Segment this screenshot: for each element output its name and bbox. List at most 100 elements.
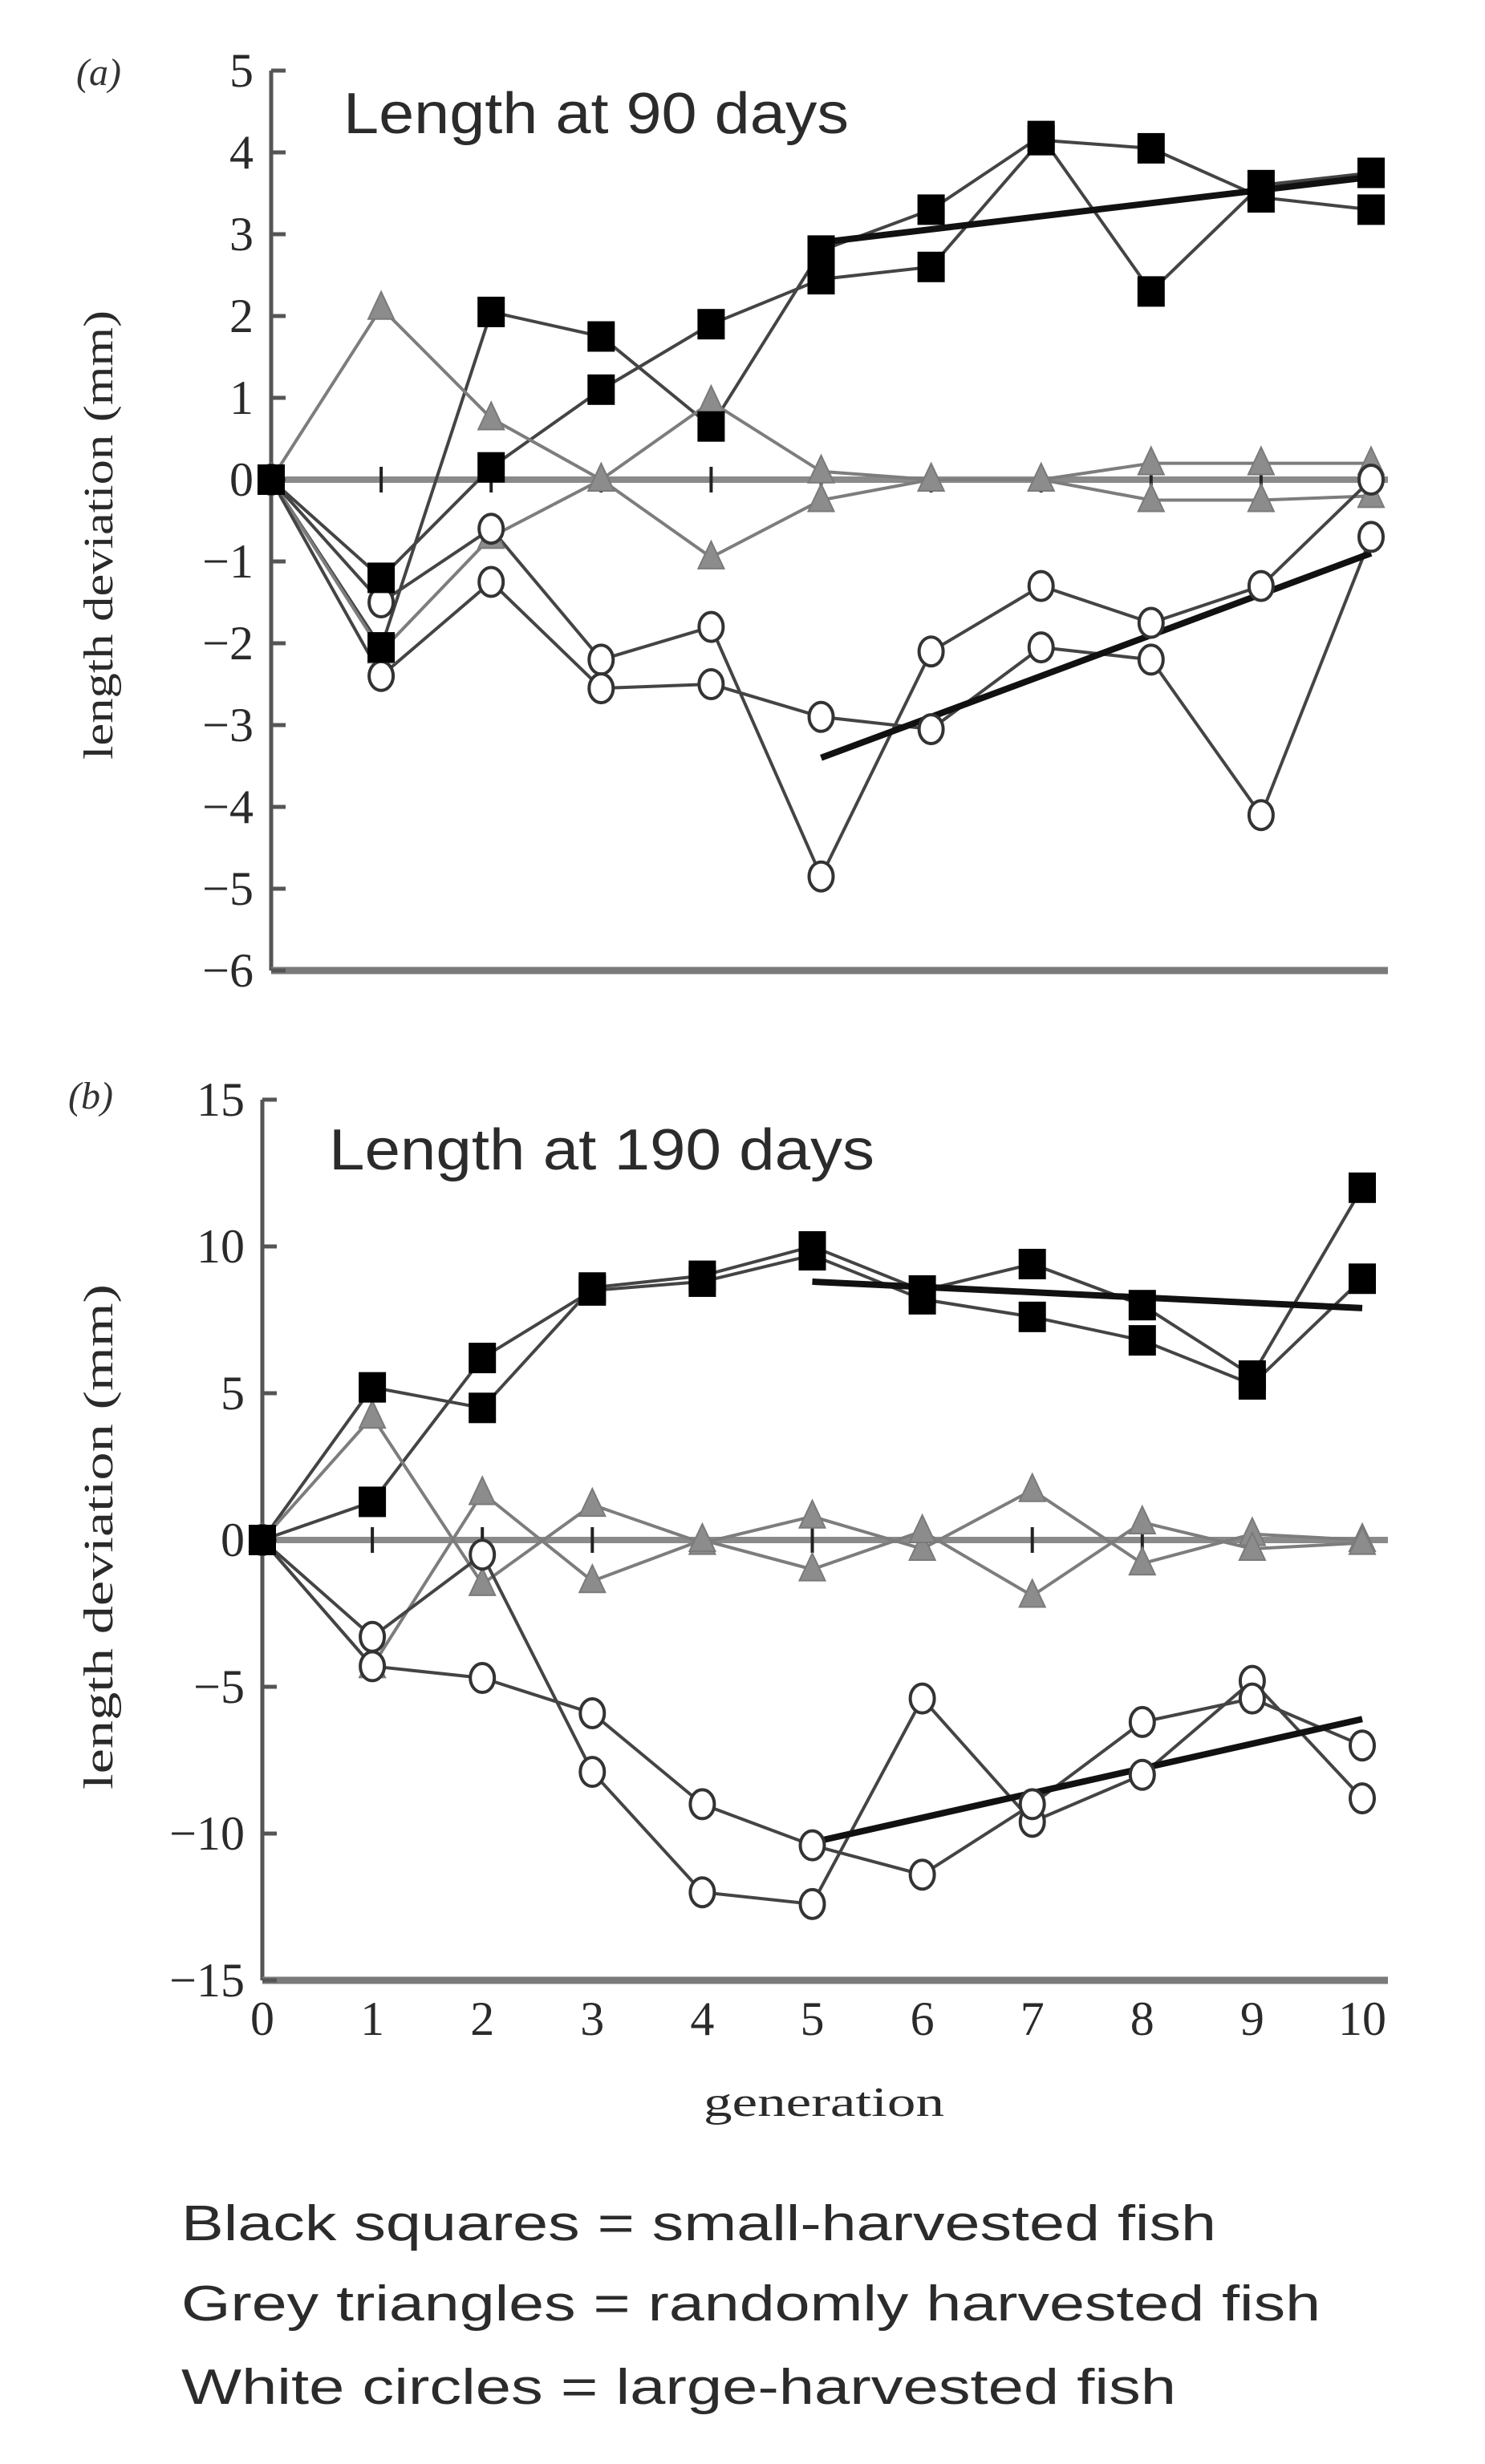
legend: Black squares = small-harvested fish Gre… (181, 2196, 1321, 2415)
panel-b-triangle-marker (797, 1551, 827, 1582)
panel-b-triangle-marker (1128, 1504, 1157, 1535)
panel-b-square-marker (1349, 1172, 1376, 1203)
panel-b-x-tick-label: 0 (250, 1992, 274, 2045)
panel-a-square-marker (367, 632, 396, 663)
panel-a-square-marker (1027, 124, 1055, 156)
legend-triangles: Grey triangles = randomly harvested fish (181, 2276, 1321, 2332)
panel-a-y-tick-label: −3 (202, 699, 254, 752)
panel-a-trend-line (820, 550, 1373, 761)
panel-a-circle-marker (477, 565, 505, 598)
panel-a-square-marker (367, 562, 396, 594)
panel-a-series-line (270, 478, 1373, 881)
panel-a-circle-marker (367, 659, 396, 692)
panel-a-triangle-marker (367, 290, 396, 320)
panel-b-title: Length at 190 days (329, 1118, 874, 1182)
panel-a-triangle-marker (1247, 482, 1276, 513)
panel-a-square-marker (258, 464, 285, 495)
panel-b-triangle-marker (797, 1498, 827, 1529)
panel-a-y-tick-label: −4 (202, 780, 254, 833)
panel-a-triangle-marker (1137, 445, 1166, 476)
panel-b-square-marker (469, 1392, 497, 1424)
panel-b-series (248, 1172, 1377, 1920)
panel-b-triangle-marker (1238, 1530, 1267, 1561)
panel-a-circle-marker (587, 643, 615, 676)
panel-b-triangle-marker (1018, 1472, 1047, 1502)
panel-b-label: (b) (68, 1075, 113, 1117)
panel-a-circle-marker (1137, 643, 1165, 676)
panel-b-y-tick-label: 0 (221, 1514, 245, 1566)
panel-a-circle-marker (587, 672, 615, 705)
panel-b-square-marker (1238, 1369, 1266, 1400)
panel-a-series-line (270, 138, 1372, 581)
panel-b-circle-marker (1349, 1782, 1376, 1815)
panel-a-square-marker (1137, 132, 1165, 164)
panel-a-square-marker (917, 251, 945, 282)
panel-a-y-axis-title: length deviation (mm) (76, 310, 122, 760)
panel-a-title: Length at 90 days (343, 82, 849, 146)
panel-a-y-tick-label: 1 (229, 371, 254, 424)
panel-b-x-tick-label: 8 (1130, 1992, 1154, 2045)
panel-b-series-line (261, 1538, 1363, 1877)
panel-b-triangle-marker (358, 1398, 387, 1429)
panel-b-x-tick-label: 9 (1240, 1992, 1264, 2045)
panel-a-circle-marker (807, 860, 835, 893)
panel-a-square-marker (807, 235, 835, 266)
panel-a-circle-marker (1137, 606, 1165, 639)
panel-b-square-marker (1128, 1325, 1156, 1356)
panel-a-square-marker (477, 296, 505, 327)
panel-b-chart: (b) Length at 190 days length deviation … (68, 1073, 1388, 2126)
panel-a-circle-marker (807, 700, 835, 733)
panel-a-circle-marker (697, 610, 725, 643)
panel-b-circle-marker (359, 1620, 387, 1653)
panel-a-circle-marker (1357, 464, 1385, 496)
panel-a-circle-marker (1247, 569, 1275, 602)
panel-b-triangle-marker (578, 1486, 607, 1518)
panel-b-circle-marker (1128, 1705, 1156, 1738)
panel-b-circle-marker (578, 1696, 607, 1729)
panel-b-circle-marker (359, 1650, 387, 1683)
panel-a-triangle-marker (1137, 482, 1166, 513)
panel-a-circle-marker (1247, 799, 1275, 832)
panel-b-square-marker (798, 1239, 826, 1270)
panel-b-circle-marker (688, 1788, 716, 1821)
panel-b-circle-marker (1128, 1758, 1156, 1791)
panel-b-circle-marker (1018, 1788, 1046, 1821)
panel-a-y-tick-label: 3 (229, 208, 254, 261)
panel-b-square-marker (1018, 1301, 1046, 1332)
panel-a-circle-marker (1357, 521, 1385, 553)
panel-a-chart: (a) Length at 90 days length deviation (… (76, 44, 1388, 997)
panel-a-y-tick-label: 2 (229, 290, 254, 342)
panel-a-y-tick-label: 0 (229, 453, 254, 506)
panel-b-y-tick-label: −5 (193, 1660, 245, 1713)
panel-b-square-marker (469, 1343, 497, 1374)
panel-a-y-tick-label: −2 (202, 617, 254, 670)
panel-a-square-marker (1247, 182, 1275, 213)
panel-b-circle-marker (908, 1858, 936, 1891)
panel-a-triangle-marker (806, 453, 836, 484)
legend-circles: White circles = large-harvested fish (181, 2360, 1176, 2415)
panel-b-square-marker (908, 1283, 936, 1315)
panel-b-circle-marker (798, 1887, 826, 1920)
panel-b-square-marker (249, 1525, 276, 1555)
panel-b-x-tick-label: 1 (360, 1992, 384, 2045)
panel-b-trend-line (812, 1278, 1363, 1311)
panel-b-triangle-marker (688, 1522, 716, 1552)
panel-b-y-tick-label: −10 (169, 1807, 245, 1860)
panel-b-square-marker (1018, 1248, 1046, 1279)
panel-b-circle-marker (908, 1682, 936, 1715)
x-axis-title: generation (704, 2080, 944, 2126)
panel-b-y-axis-title: length deviation (mm) (76, 1284, 122, 1789)
panel-b-square-marker (359, 1486, 387, 1518)
panel-b-y-tick-label: 10 (197, 1220, 245, 1273)
panel-a-triangle-marker (1027, 461, 1056, 492)
panel-b-square-marker (1128, 1290, 1156, 1321)
panel-b-triangle-marker (908, 1530, 937, 1561)
panel-a-circle-marker (1027, 631, 1055, 664)
panel-a-triangle-marker (806, 482, 836, 513)
panel-a-y-tick-label: −1 (202, 535, 254, 588)
panel-a-y-tick-label: −6 (202, 944, 254, 997)
panel-b-circle-marker (469, 1538, 497, 1571)
panel-a-square-marker (917, 194, 945, 225)
panel-a-triangle-marker (917, 461, 946, 492)
